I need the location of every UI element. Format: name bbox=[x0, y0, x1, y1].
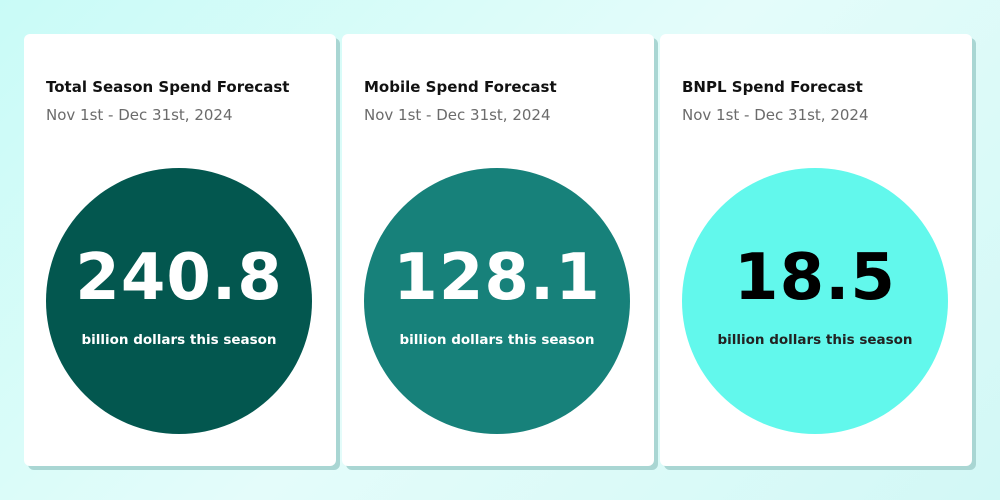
circle: 240.8 billion dollars this season bbox=[46, 168, 312, 434]
card: BNPL Spend Forecast Nov 1st - Dec 31st, … bbox=[660, 34, 972, 466]
card: Mobile Spend Forecast Nov 1st - Dec 31st… bbox=[342, 34, 654, 466]
caption: billion dollars this season bbox=[717, 332, 913, 348]
card-subtitle: Nov 1st - Dec 31st, 2024 bbox=[682, 106, 869, 124]
card: Total Season Spend Forecast Nov 1st - De… bbox=[24, 34, 336, 466]
circle: 128.1 billion dollars this season bbox=[364, 168, 630, 434]
caption: billion dollars this season bbox=[399, 332, 595, 348]
value: 240.8 bbox=[75, 241, 283, 315]
card-title: BNPL Spend Forecast bbox=[682, 78, 863, 96]
card-title: Mobile Spend Forecast bbox=[364, 78, 557, 96]
card-subtitle: Nov 1st - Dec 31st, 2024 bbox=[46, 106, 233, 124]
circle: 18.5 billion dollars this season bbox=[682, 168, 948, 434]
card-title: Total Season Spend Forecast bbox=[46, 78, 290, 96]
card-subtitle: Nov 1st - Dec 31st, 2024 bbox=[364, 106, 551, 124]
caption: billion dollars this season bbox=[81, 332, 277, 348]
value: 128.1 bbox=[393, 241, 601, 315]
value: 18.5 bbox=[734, 241, 896, 315]
